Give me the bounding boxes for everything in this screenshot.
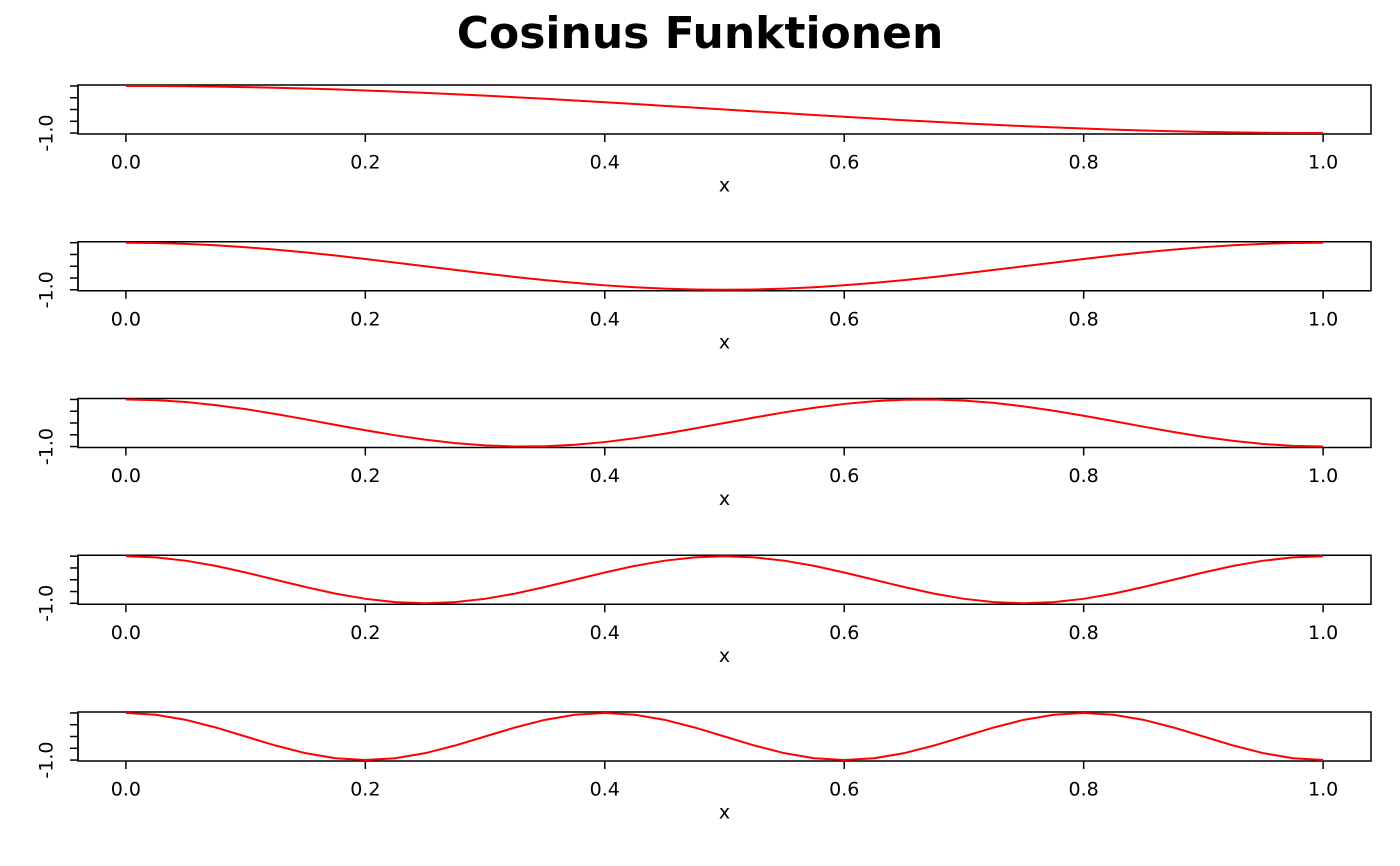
x-tick-label: 0.6 bbox=[829, 308, 859, 330]
y-tick-label: -1.0 bbox=[36, 115, 58, 152]
line bbox=[125, 555, 1324, 605]
y-tick-label: -1.0 bbox=[36, 428, 58, 465]
y-tick-label: -1.0 bbox=[36, 742, 58, 779]
x-tick-label: 1.0 bbox=[1308, 779, 1338, 801]
x-tick-label: 0.2 bbox=[350, 152, 380, 174]
x-tick-label: 0.4 bbox=[590, 779, 620, 801]
x-tick-label: 0.6 bbox=[829, 622, 859, 644]
x-tick-label: 1.0 bbox=[1308, 465, 1338, 487]
x-tick-label: 0.6 bbox=[829, 152, 859, 174]
x-tick-label: 0.2 bbox=[350, 622, 380, 644]
x-tick-label: 1.0 bbox=[1308, 152, 1338, 174]
x-tick-label: 0.4 bbox=[590, 152, 620, 174]
x-axis-label: x bbox=[719, 175, 730, 197]
x-tick-label: 0.4 bbox=[590, 308, 620, 330]
x-tick-label: 0.4 bbox=[590, 622, 620, 644]
x-tick-label: 0.8 bbox=[1069, 308, 1099, 330]
x-tick-label: 0.8 bbox=[1069, 779, 1099, 801]
line bbox=[125, 84, 1324, 135]
x-tick-label: 0.2 bbox=[350, 465, 380, 487]
chart-title: Cosinus Funktionen bbox=[457, 8, 944, 59]
x-tick-label: 0.2 bbox=[350, 779, 380, 801]
x-tick-label: 0.8 bbox=[1069, 152, 1099, 174]
x-tick-label: 0.8 bbox=[1069, 622, 1099, 644]
line bbox=[125, 398, 1324, 448]
y-tick-label: -1.0 bbox=[36, 585, 58, 622]
line bbox=[125, 711, 1324, 762]
x-tick-label: 0.0 bbox=[111, 622, 141, 644]
x-tick-label: 0.0 bbox=[111, 465, 141, 487]
x-axis-label: x bbox=[719, 802, 730, 824]
x-axis-label: x bbox=[719, 331, 730, 353]
line bbox=[125, 241, 1324, 291]
x-tick-label: 0.4 bbox=[590, 465, 620, 487]
x-tick-label: 0.8 bbox=[1069, 465, 1099, 487]
y-tick-label: -1.0 bbox=[36, 271, 58, 308]
x-axis-label: x bbox=[719, 645, 730, 667]
x-tick-label: 0.6 bbox=[829, 779, 859, 801]
x-tick-label: 0.0 bbox=[111, 152, 141, 174]
x-tick-label: 1.0 bbox=[1308, 308, 1338, 330]
x-tick-label: 1.0 bbox=[1308, 622, 1338, 644]
x-axis-label: x bbox=[719, 488, 730, 510]
x-tick-label: 0.0 bbox=[111, 779, 141, 801]
x-tick-label: 0.2 bbox=[350, 308, 380, 330]
x-tick-label: 0.0 bbox=[111, 308, 141, 330]
x-tick-label: 0.6 bbox=[829, 465, 859, 487]
